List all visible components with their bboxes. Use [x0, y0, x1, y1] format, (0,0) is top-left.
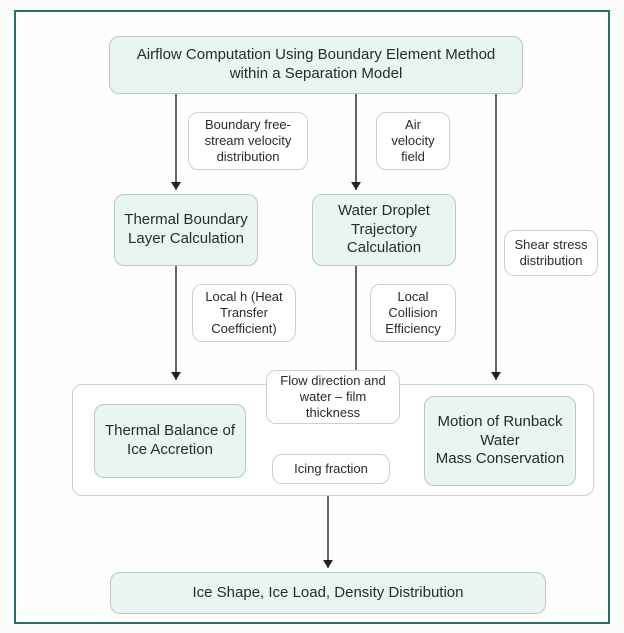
diagram-frame: Airflow Computation Using Boundary Eleme…: [14, 10, 610, 624]
node-icefrac: Icing fraction: [272, 454, 390, 484]
node-localh: Local h (Heat Transfer Coefficient): [192, 284, 296, 342]
node-bfs: Boundary free-stream velocity distributi…: [188, 112, 308, 170]
node-shear: Shear stress distribution: [504, 230, 598, 276]
node-airflow: Airflow Computation Using Boundary Eleme…: [109, 36, 523, 94]
edge-airflow-to-droplet: [351, 94, 361, 190]
node-flowdir: Flow direction and water – film thicknes…: [266, 370, 400, 424]
node-result: Ice Shape, Ice Load, Density Distributio…: [110, 572, 546, 614]
edge-airflow-to-midframe: [491, 94, 501, 380]
node-droplet: Water Droplet Trajectory Calculation: [312, 194, 456, 266]
edges-layer: [16, 12, 612, 626]
node-avf: Air velocity field: [376, 112, 450, 170]
edge-airflow-to-thermalBL: [171, 94, 181, 190]
edge-droplet-to-midframe: [351, 266, 361, 380]
edge-thermalBL-to-midframe: [171, 266, 181, 380]
node-thermalBL: Thermal Boundary Layer Calculation: [114, 194, 258, 266]
node-runback: Motion of Runback Water Mass Conservatio…: [424, 396, 576, 486]
edge-midframe-to-result: [323, 496, 333, 568]
node-localcol: Local Collision Efficiency: [370, 284, 456, 342]
node-tbal: Thermal Balance of Ice Accretion: [94, 404, 246, 478]
